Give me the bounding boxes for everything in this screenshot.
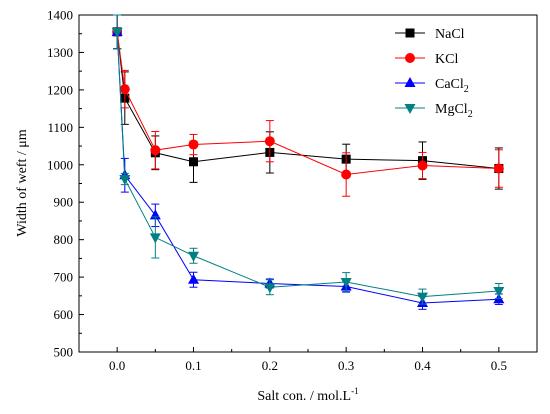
plot-frame [78,14,538,353]
legend-item-mgcl2: MgCl2 [395,102,473,120]
y-tick-label: 1200 [47,82,73,97]
y-tick-label: 900 [54,195,74,210]
x-axis: 0.0 0.1 0.2 0.3 0.4 0.5 [109,347,507,373]
legend-marker [404,104,416,114]
series-line [116,31,499,170]
legend-label: KCl [435,52,458,67]
legend-item-cacl2: CaCl2 [395,77,469,95]
data-point [150,145,161,156]
y-tick-label: 1300 [47,45,73,60]
legend-item-nacl: NaCl [395,27,465,42]
data-point [493,286,505,297]
y-tick-label: 1100 [47,120,73,135]
data-point [188,273,199,284]
x-tick-label: 0.5 [491,358,507,373]
y-axis: 500 600 700 800 900 1000 1100 1200 1300 1400 [47,8,84,360]
legend-label: NaCl [435,27,465,42]
y-tick-label: 600 [54,307,74,322]
data-point [188,139,199,150]
data-point [189,157,198,167]
legend: NaCl KCl CaCl2 MgCl2 [395,27,473,120]
series-mgcl2 [111,14,505,305]
x-axis-title-superscript: -1 [351,386,359,396]
data-point [417,292,428,303]
legend-marker [405,28,415,38]
x-tick-label: 0.0 [109,358,125,373]
data-point [493,163,504,174]
x-tick-label: 0.1 [185,358,201,373]
legend-label: MgCl2 [435,102,473,120]
y-tick-label: 1000 [47,157,73,172]
y-tick-label: 800 [54,232,74,247]
data-point [119,175,131,186]
data-point [264,283,276,294]
y-tick-label: 700 [54,270,74,285]
series-line [116,31,499,298]
x-tick-label: 0.2 [262,358,278,373]
y-axis-title: Width of weft / μm [15,129,30,236]
series-line [116,31,499,176]
x-axis-title: Salt con. / mol.L-1 [257,386,358,404]
series-layer [111,14,505,310]
data-point [149,233,161,244]
y-tick-label: 500 [54,345,74,360]
data-point [111,27,123,38]
legend-marker [405,53,415,63]
legend-item-kcl: KCl [395,52,458,67]
data-point [264,136,275,147]
series-line [116,31,499,304]
legend-label: CaCl2 [435,77,469,95]
data-point [341,169,352,180]
data-point [119,84,130,95]
data-point [188,251,199,262]
x-tick-label: 0.4 [414,358,431,373]
data-point [417,160,428,171]
x-tick-label: 0.3 [338,358,354,373]
data-point [340,277,352,288]
y-tick-label: 1400 [47,8,73,23]
legend-marker [404,77,416,87]
